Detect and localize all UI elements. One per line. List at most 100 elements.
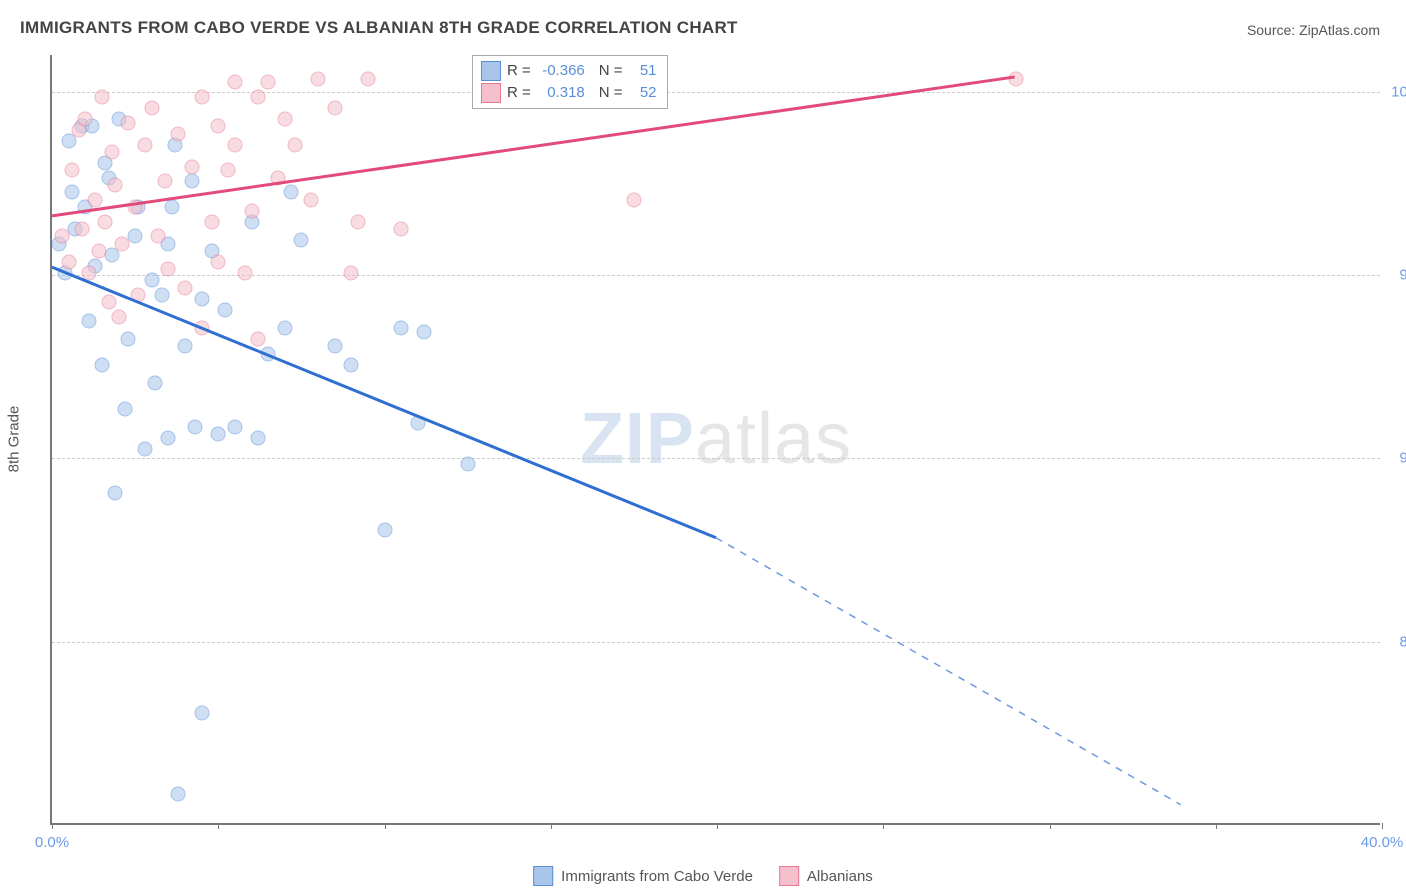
x-tick	[1216, 823, 1217, 829]
scatter-point-albanians	[261, 75, 276, 90]
plot-area: ZIPatlas R =-0.366N =51R =0.318N =52 8th…	[50, 55, 1380, 825]
x-tick-label: 40.0%	[1361, 834, 1404, 851]
legend-n-label: N =	[599, 82, 623, 104]
scatter-point-albanians	[237, 266, 252, 281]
scatter-point-cabo_verde	[377, 522, 392, 537]
scatter-point-cabo_verde	[251, 431, 266, 446]
scatter-point-cabo_verde	[194, 291, 209, 306]
scatter-point-albanians	[61, 255, 76, 270]
bottom-legend-swatch-albanians	[779, 866, 799, 886]
scatter-point-cabo_verde	[121, 332, 136, 347]
scatter-point-cabo_verde	[211, 427, 226, 442]
bottom-legend-swatch-cabo_verde	[533, 866, 553, 886]
scatter-point-albanians	[171, 126, 186, 141]
scatter-point-albanians	[394, 222, 409, 237]
scatter-point-albanians	[227, 75, 242, 90]
bottom-legend-label: Albanians	[807, 868, 873, 885]
scatter-point-albanians	[251, 332, 266, 347]
y-axis-title: 8th Grade	[6, 406, 23, 473]
scatter-point-cabo_verde	[261, 346, 276, 361]
source-link[interactable]: ZipAtlas.com	[1299, 22, 1380, 38]
scatter-point-albanians	[88, 192, 103, 207]
scatter-point-cabo_verde	[194, 706, 209, 721]
scatter-point-cabo_verde	[94, 357, 109, 372]
legend-n-label: N =	[599, 60, 623, 82]
scatter-point-cabo_verde	[227, 420, 242, 435]
scatter-point-albanians	[104, 145, 119, 160]
scatter-point-albanians	[158, 174, 173, 189]
scatter-point-cabo_verde	[217, 302, 232, 317]
scatter-point-albanians	[194, 321, 209, 336]
scatter-point-albanians	[304, 192, 319, 207]
gridline	[52, 458, 1380, 459]
scatter-point-albanians	[108, 178, 123, 193]
bottom-legend-item-albanians: Albanians	[779, 866, 873, 886]
regression-line-cabo_verde	[52, 267, 716, 538]
source-label: Source:	[1247, 22, 1299, 38]
scatter-point-cabo_verde	[144, 273, 159, 288]
scatter-point-cabo_verde	[277, 321, 292, 336]
scatter-point-albanians	[91, 244, 106, 259]
legend-r-value: -0.366	[537, 60, 585, 82]
legend-r-label: R =	[507, 82, 531, 104]
scatter-point-albanians	[114, 236, 129, 251]
y-tick-label: 90.0%	[1384, 450, 1406, 467]
scatter-point-albanians	[151, 229, 166, 244]
scatter-point-cabo_verde	[410, 416, 425, 431]
x-tick	[52, 823, 53, 829]
scatter-point-cabo_verde	[284, 185, 299, 200]
scatter-point-albanians	[94, 90, 109, 105]
chart-title: IMMIGRANTS FROM CABO VERDE VS ALBANIAN 8…	[20, 18, 738, 38]
scatter-point-albanians	[271, 170, 286, 185]
scatter-point-albanians	[78, 112, 93, 127]
scatter-point-cabo_verde	[164, 200, 179, 215]
scatter-point-albanians	[626, 192, 641, 207]
scatter-point-cabo_verde	[161, 431, 176, 446]
scatter-point-albanians	[64, 163, 79, 178]
scatter-point-cabo_verde	[108, 486, 123, 501]
scatter-point-cabo_verde	[417, 324, 432, 339]
watermark-atlas: atlas	[695, 399, 852, 479]
scatter-point-cabo_verde	[184, 174, 199, 189]
scatter-point-albanians	[311, 71, 326, 86]
bottom-legend-item-cabo_verde: Immigrants from Cabo Verde	[533, 866, 753, 886]
scatter-point-albanians	[287, 137, 302, 152]
scatter-point-albanians	[128, 200, 143, 215]
scatter-point-albanians	[144, 101, 159, 116]
source-credit: Source: ZipAtlas.com	[1247, 22, 1380, 38]
scatter-point-albanians	[227, 137, 242, 152]
scatter-point-cabo_verde	[64, 185, 79, 200]
scatter-point-albanians	[194, 90, 209, 105]
scatter-point-albanians	[1009, 71, 1024, 86]
legend-n-value: 52	[629, 82, 657, 104]
gridline	[52, 642, 1380, 643]
scatter-point-albanians	[344, 266, 359, 281]
scatter-point-albanians	[184, 159, 199, 174]
x-tick	[551, 823, 552, 829]
scatter-point-cabo_verde	[148, 376, 163, 391]
legend-swatch-albanians	[481, 83, 501, 103]
legend-row-cabo_verde: R =-0.366N =51	[481, 60, 657, 82]
legend-r-label: R =	[507, 60, 531, 82]
scatter-point-albanians	[211, 255, 226, 270]
scatter-point-albanians	[178, 280, 193, 295]
scatter-point-cabo_verde	[187, 420, 202, 435]
scatter-point-cabo_verde	[327, 339, 342, 354]
y-tick-label: 95.0%	[1384, 267, 1406, 284]
legend-row-albanians: R = 0.318 N = 52	[481, 82, 657, 104]
scatter-point-cabo_verde	[118, 401, 133, 416]
x-tick-label: 0.0%	[35, 834, 69, 851]
scatter-point-albanians	[131, 288, 146, 303]
scatter-point-albanians	[244, 203, 259, 218]
scatter-point-cabo_verde	[138, 442, 153, 457]
watermark: ZIPatlas	[580, 398, 852, 480]
legend-r-value: 0.318	[537, 82, 585, 104]
scatter-point-cabo_verde	[154, 288, 169, 303]
scatter-point-albanians	[161, 262, 176, 277]
scatter-point-albanians	[350, 214, 365, 229]
watermark-zip: ZIP	[580, 399, 695, 479]
scatter-point-cabo_verde	[294, 233, 309, 248]
bottom-legend-label: Immigrants from Cabo Verde	[561, 868, 753, 885]
scatter-point-albanians	[111, 310, 126, 325]
scatter-point-albanians	[221, 163, 236, 178]
